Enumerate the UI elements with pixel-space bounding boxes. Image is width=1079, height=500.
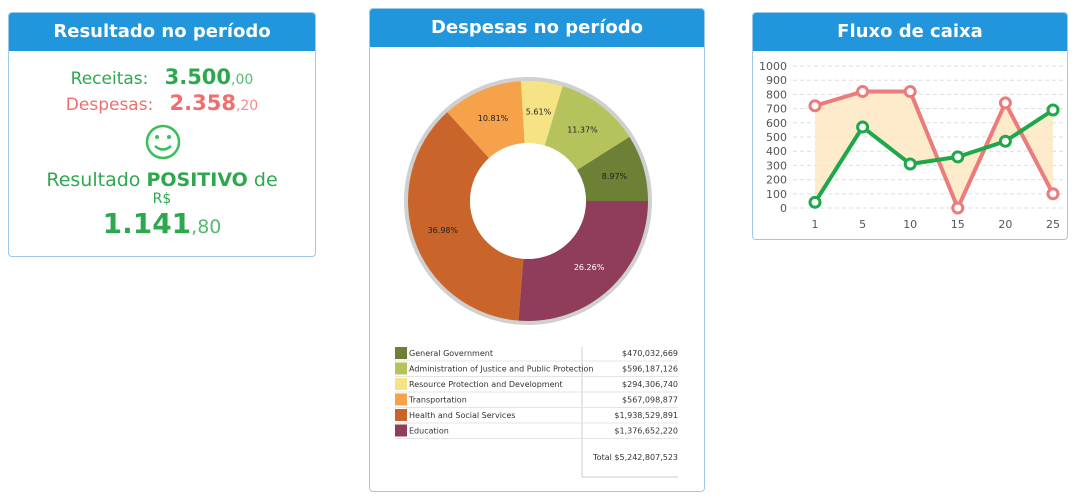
result-prefix: Resultado	[46, 169, 141, 191]
result-card: Resultado no período Receitas: 3.500,00 …	[8, 12, 316, 257]
income-decimals: ,00	[231, 72, 254, 88]
currency: R$	[152, 191, 172, 207]
point	[903, 85, 917, 99]
point	[998, 134, 1012, 148]
pie-slice	[407, 112, 524, 321]
y-tick-label: 100	[766, 188, 787, 201]
expense-label: Despesas:	[65, 95, 154, 115]
pie-slice	[518, 201, 648, 321]
legend-swatch	[395, 424, 407, 437]
x-tick-label: 1	[812, 218, 819, 231]
point	[998, 96, 1012, 110]
point	[1046, 103, 1060, 117]
x-tick-label: 5	[859, 218, 866, 231]
y-tick-label: 500	[766, 131, 787, 144]
point	[903, 157, 917, 171]
legend-amount: $470,032,669	[622, 349, 678, 358]
income-row: Receitas: 3.500,00	[9, 65, 315, 89]
legend-swatch	[395, 378, 407, 390]
point	[808, 195, 822, 209]
legend-amount: $567,098,877	[622, 396, 678, 405]
pie-hole	[470, 143, 586, 259]
legend-swatch	[395, 362, 407, 375]
pie-slice	[447, 81, 525, 159]
slice-label: 8.97%	[602, 172, 628, 181]
point	[856, 85, 870, 99]
point	[808, 99, 822, 113]
result-decimals: ,80	[191, 216, 222, 238]
legend-label: Health and Social Services	[409, 411, 515, 420]
legend-amount: $1,938,529,891	[614, 411, 678, 420]
result-word: POSITIVO	[146, 169, 248, 191]
y-tick-label: 800	[766, 88, 787, 101]
legend-label: Resource Protection and Development	[409, 380, 563, 389]
legend-amount: $294,306,740	[622, 380, 678, 389]
legend-label: Education	[409, 427, 449, 436]
y-tick-label: 1000	[759, 60, 787, 73]
point	[856, 120, 870, 134]
legend-label: Transportation	[408, 396, 467, 405]
slice-label: 10.81%	[478, 114, 509, 123]
slice-label: 26.26%	[574, 263, 605, 272]
result-value-row: 1.141,80	[9, 207, 315, 240]
x-tick-label: 20	[998, 218, 1012, 231]
pie-slice	[544, 86, 630, 171]
result-value: 1.141	[102, 207, 192, 240]
legend-swatch	[395, 409, 407, 421]
result-suffix: de	[253, 169, 278, 191]
series-line	[814, 89, 1055, 210]
pie-card: Despesas no período 8.97% 11.37% 5.61% 10.8…	[369, 8, 705, 492]
legend-total: Total $5,242,807,523	[592, 453, 678, 462]
y-tick-label: 900	[766, 74, 787, 87]
expense-value: 2.358	[169, 91, 236, 115]
area-between	[815, 91, 1053, 208]
y-tick-label: 200	[766, 174, 787, 187]
x-tick-label: 10	[903, 218, 917, 231]
legend-amount: $596,187,126	[622, 365, 678, 374]
smiley-icon	[145, 124, 181, 160]
legend-label: General Government	[409, 349, 493, 358]
line-card: Fluxo de caixa 0 100 200 300 400 500 600 700 800…	[752, 12, 1068, 240]
pie-slice	[520, 81, 563, 146]
card-title: Fluxo de caixa	[753, 13, 1067, 51]
result-line: Resultado POSITIVO de	[9, 169, 315, 191]
expense-row: Despesas: 2.358,20	[9, 91, 315, 115]
legend-label: Administration of Justice and Public Pro…	[409, 365, 593, 374]
legend-swatch	[395, 347, 407, 359]
x-tick-label: 15	[951, 218, 965, 231]
card-title: Despesas no período	[370, 9, 704, 47]
slice-label: 11.37%	[567, 125, 598, 134]
slice-label: 5.61%	[526, 108, 552, 117]
point	[951, 150, 965, 164]
slice-label: 36.98%	[428, 226, 459, 235]
expense-decimals: ,20	[235, 98, 259, 114]
y-tick-label: 0	[780, 202, 787, 215]
series-line	[813, 108, 1055, 204]
y-tick-label: 700	[766, 103, 787, 116]
card-title: Resultado no período	[9, 13, 315, 51]
x-tick-label: 25	[1046, 218, 1060, 231]
point	[951, 201, 965, 215]
legend-amount: $1,376,652,220	[614, 427, 678, 436]
pie-slice	[577, 136, 648, 201]
income-value: 3.500	[164, 65, 232, 89]
y-tick-label: 400	[766, 145, 787, 158]
legend-swatch	[395, 393, 407, 406]
income-label: Receitas:	[70, 69, 149, 89]
point	[1046, 187, 1060, 201]
y-tick-label: 600	[766, 117, 787, 130]
y-tick-label: 300	[766, 159, 787, 172]
pie-chart: 8.97% 11.37% 5.61% 10.81% 36.98% 26.26% Genera…	[395, 77, 678, 478]
